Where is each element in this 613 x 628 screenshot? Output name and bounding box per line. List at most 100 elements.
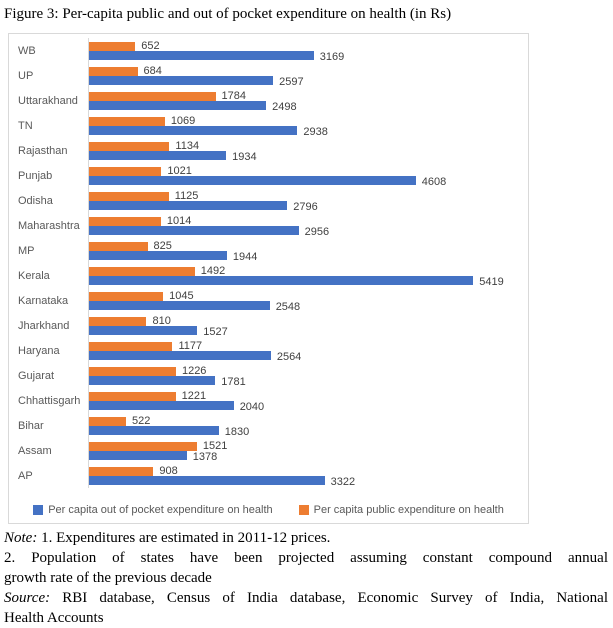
value-label-oop: 5419 (479, 275, 504, 288)
value-label-oop: 4608 (421, 175, 447, 188)
chart-row: Rajasthan 1134 1934 (9, 138, 528, 163)
legend-item: Per capita public expenditure on health (298, 504, 504, 516)
bar-oop (89, 325, 198, 335)
category-label: Rajasthan (18, 144, 68, 157)
bar-line: 1134 (89, 139, 528, 152)
bar-line: 2938 (89, 125, 528, 138)
category-label: WB (18, 44, 36, 57)
value-label-oop: 2498 (272, 100, 297, 113)
chart-row: Kerala 1492 5419 (9, 263, 528, 288)
value-label-public: 1069 (170, 114, 196, 127)
category-label: Chhattisgarh (18, 394, 81, 407)
value-label-oop: 1934 (232, 150, 257, 163)
bar-public (89, 241, 148, 251)
value-label-oop: 2938 (303, 125, 328, 138)
value-label-oop: 2548 (275, 300, 301, 313)
bar-public (89, 41, 136, 51)
bar-oop (89, 350, 271, 360)
category-label: Odisha (18, 194, 53, 207)
category-label: Assam (18, 444, 52, 457)
value-label-oop: 2956 (304, 225, 330, 238)
bar-public (89, 341, 173, 351)
bar-oop (89, 125, 298, 135)
category-label: Gujarat (18, 369, 55, 382)
value-label-public: 684 (143, 64, 162, 77)
category-label: Jharkhand (18, 319, 70, 332)
bar-line: 684 (89, 64, 528, 77)
bar-oop (89, 400, 234, 410)
bar-line: 825 (89, 240, 528, 251)
bar-line: 1944 (89, 250, 528, 263)
bar-line: 4608 (89, 175, 528, 188)
chart-row: Karnataka 1045 2548 (9, 288, 528, 313)
bars-area: 810 1527 (88, 313, 528, 338)
bar-oop (89, 475, 325, 485)
chart-row: Punjab 1021 4608 (9, 163, 528, 188)
bar-line: 1226 (89, 365, 528, 376)
category-label: Punjab (18, 169, 53, 182)
note-line: 2. Population of states have been projec… (4, 548, 608, 568)
plot-area: WB 652 3169 UP 684 2597 Uttarakhand 1784 2498 TN 1… (9, 38, 528, 488)
value-label-public: 908 (159, 464, 178, 477)
bar-oop (89, 175, 416, 185)
bars-area: 1784 2498 (88, 88, 528, 113)
legend-label: Per capita public expenditure on health (313, 504, 504, 516)
bar-line: 2956 (89, 225, 528, 238)
value-label-public: 1134 (175, 139, 200, 152)
note-line: Source: RBI database, Census of India da… (4, 588, 608, 608)
bar-oop (89, 425, 219, 435)
value-label-public: 652 (141, 39, 160, 52)
bars-area: 652 3169 (88, 38, 528, 63)
bars-area: 1021 4608 (88, 163, 528, 188)
bar-public (89, 291, 164, 301)
bar-public (89, 466, 154, 476)
bar-line: 1069 (89, 114, 528, 127)
bars-area: 1177 2564 (88, 338, 528, 363)
category-label: MP (18, 244, 35, 257)
bar-oop (89, 250, 227, 260)
value-label-public: 1021 (167, 164, 192, 177)
note-prefix: Note: (4, 530, 38, 546)
note-prefix: Source: (4, 590, 51, 606)
value-label-oop: 2597 (279, 75, 304, 88)
category-label: UP (18, 69, 34, 82)
bar-line: 810 (89, 315, 528, 326)
notes: Note: 1. Expenditures are estimated in 2… (4, 528, 608, 628)
bar-line: 2548 (89, 300, 528, 313)
bar-line: 1934 (89, 150, 528, 163)
category-label: Karnataka (18, 294, 69, 307)
bar-public (89, 141, 170, 151)
bar-line: 1045 (89, 289, 528, 302)
note-line: Health Accounts (4, 608, 608, 628)
bar-line: 1784 (89, 90, 528, 101)
chart-row: Assam 1521 1378 (9, 438, 528, 463)
value-label-oop: 2564 (276, 350, 302, 363)
value-label-oop: 1781 (221, 375, 246, 388)
bar-oop (89, 375, 216, 385)
bar-oop (89, 300, 270, 310)
chart-row: TN 1069 2938 (9, 113, 528, 138)
bar-public (89, 441, 197, 451)
bar-line: 2597 (89, 75, 528, 88)
bar-oop (89, 75, 274, 85)
value-label-public: 1045 (169, 289, 194, 302)
bar-public (89, 316, 147, 326)
bar-oop (89, 100, 267, 110)
bar-oop (89, 225, 299, 235)
note-text: growth rate of the previous decade (4, 570, 212, 586)
value-label-oop: 1944 (232, 250, 258, 263)
note-text: RBI database, Census of India database, … (50, 590, 608, 606)
bars-area: 1014 2956 (88, 213, 528, 238)
bar-public (89, 216, 161, 226)
bars-area: 1134 1934 (88, 138, 528, 163)
figure-title: Figure 3: Per-capita public and out of p… (4, 6, 452, 22)
chart-row: Bihar 522 1830 (9, 413, 528, 438)
bar-line: 1378 (89, 450, 528, 462)
chart-row: MP 825 1944 (9, 238, 528, 263)
bars-area: 522 1830 (88, 413, 528, 438)
bars-area: 1492 5419 (88, 263, 528, 288)
value-label-oop: 3322 (330, 475, 356, 488)
bar-line: 2796 (89, 200, 528, 212)
bar-line: 2564 (89, 350, 528, 363)
bar-line: 3322 (89, 475, 528, 488)
